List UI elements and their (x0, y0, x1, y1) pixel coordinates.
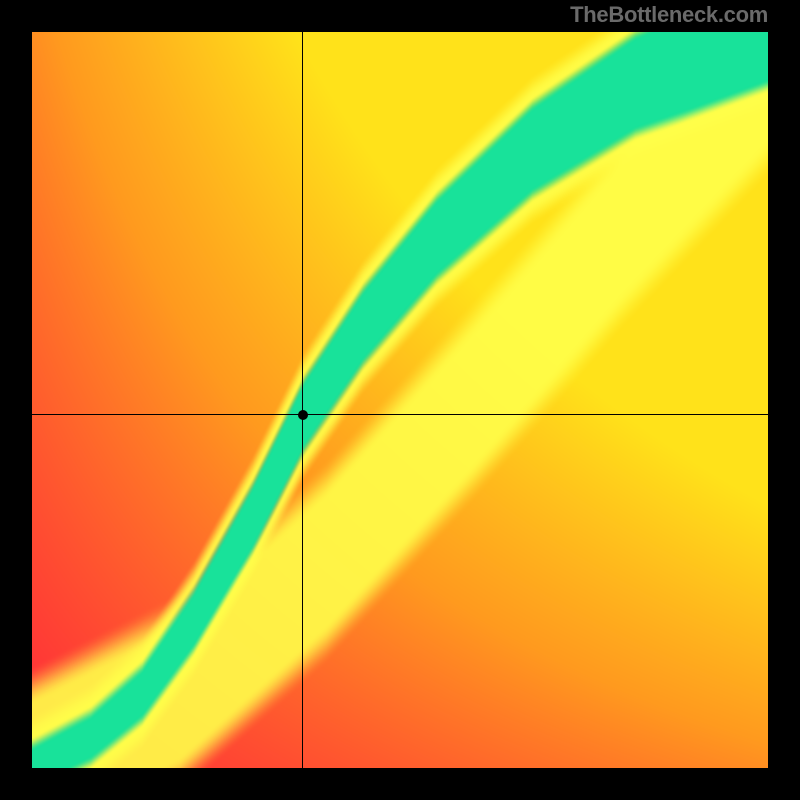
heatmap-plot (32, 32, 768, 768)
crosshair-horizontal (32, 414, 768, 415)
heatmap-canvas (32, 32, 768, 768)
attribution-text: TheBottleneck.com (570, 2, 768, 28)
crosshair-vertical (302, 32, 303, 768)
chart-frame: TheBottleneck.com (0, 0, 800, 800)
marker-dot (298, 410, 308, 420)
